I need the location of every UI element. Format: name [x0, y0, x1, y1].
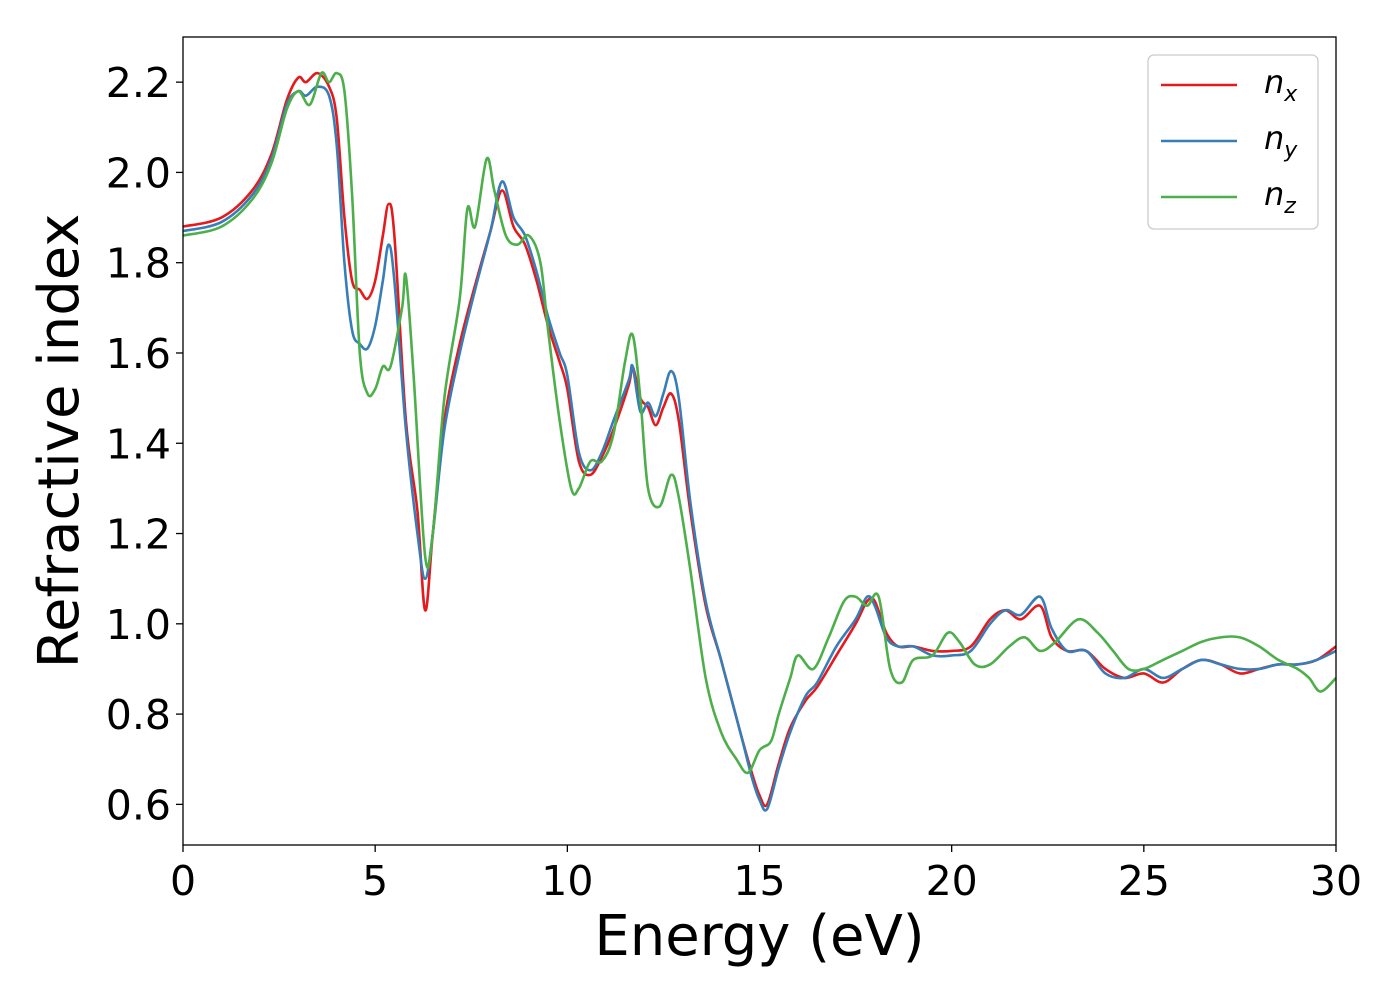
legend-label: nz: [1264, 175, 1296, 219]
legend: nx ny nz: [1147, 54, 1319, 230]
series-layer: [182, 71, 1337, 812]
x-tick-label: 25: [1118, 857, 1170, 905]
y-tick-label: 1.6: [106, 330, 171, 378]
series-line-n-z: [182, 71, 1337, 775]
legend-label: nx: [1264, 63, 1298, 107]
x-axis-ticks: 0 5 10 15 20 25 30: [170, 845, 1362, 905]
y-axis-title: Refractive index: [27, 214, 92, 669]
series-line-n-x: [182, 71, 1337, 808]
y-tick-label: 1.2: [106, 511, 171, 559]
x-tick-label: 15: [733, 857, 785, 905]
x-axis-title: Energy (eV): [594, 904, 924, 969]
y-tick-label: 1.4: [106, 420, 171, 468]
legend-label: ny: [1264, 119, 1298, 163]
x-tick-label: 20: [926, 857, 978, 905]
y-tick-label: 1.8: [106, 240, 171, 288]
y-axis-ticks: 0.6 0.8 1.0 1.2 1.4 1.6 1.8 2.0 2.2: [106, 59, 183, 829]
y-tick-label: 0.8: [106, 691, 171, 739]
x-tick-label: 10: [541, 857, 593, 905]
y-tick-label: 2.2: [106, 59, 171, 107]
y-tick-label: 0.6: [106, 781, 171, 829]
x-tick-label: 30: [1310, 857, 1362, 905]
y-tick-label: 1.0: [106, 601, 171, 649]
y-tick-label: 2.0: [106, 149, 171, 197]
x-tick-label: 5: [362, 857, 388, 905]
x-tick-label: 0: [170, 857, 196, 905]
